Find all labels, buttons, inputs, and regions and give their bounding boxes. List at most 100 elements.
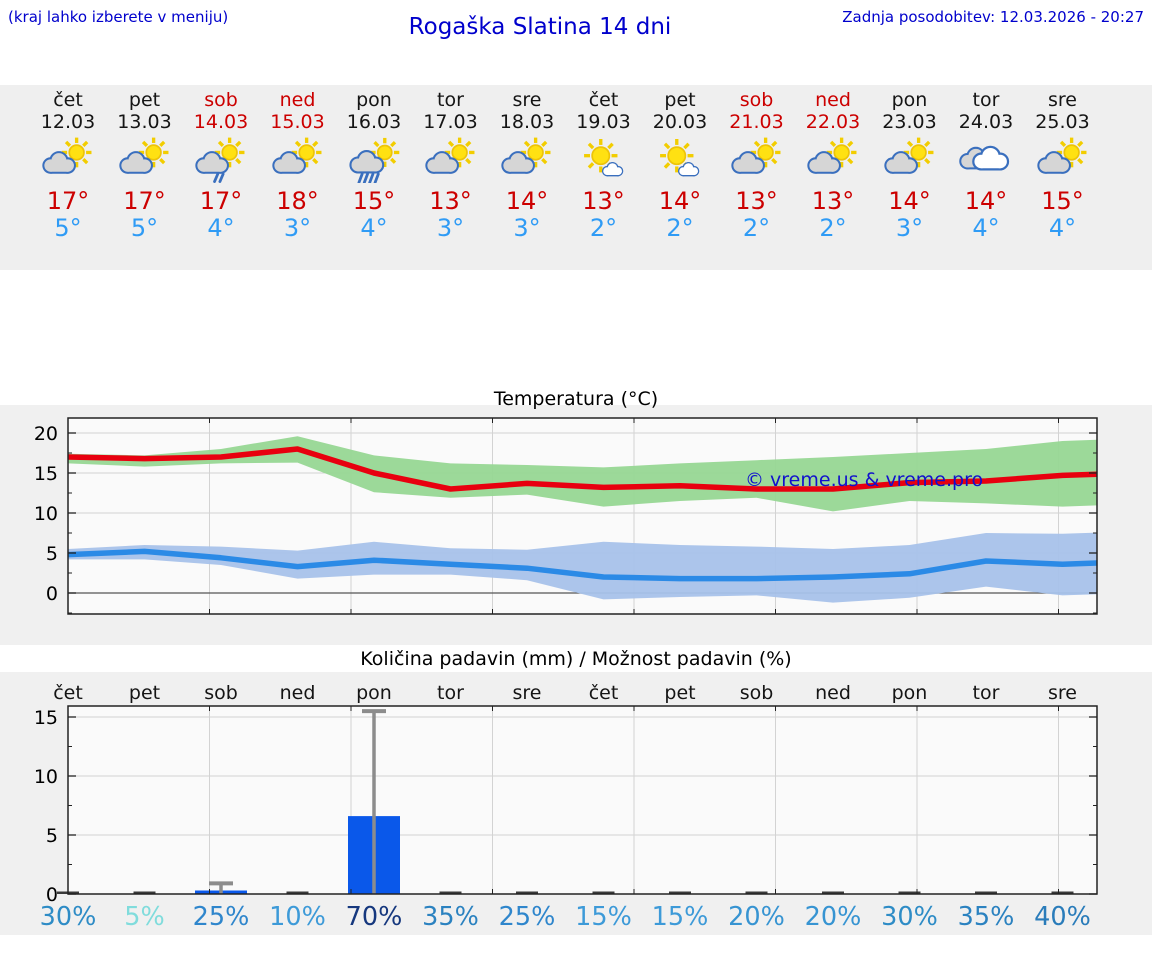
mostly-sunny-icon: [566, 137, 642, 187]
forecast-day: ned 15.03 18° 3°: [260, 89, 336, 242]
day-name: tor: [437, 89, 464, 111]
day-high-temp: 17°: [46, 187, 90, 215]
y-axis-label: 0: [46, 884, 58, 906]
mostly-sunny-icon: [642, 137, 718, 187]
min-temp-line: [67, 548, 1098, 582]
precip-day-label: sob: [740, 682, 774, 704]
y-axis-label: 5: [46, 825, 58, 847]
page-title: Rogaška Slatina 14 dni: [408, 14, 672, 40]
day-high-temp: 13°: [582, 187, 625, 215]
day-low-temp: 4°: [360, 214, 388, 242]
day-name: pon: [356, 89, 392, 111]
day-low-temp: 3°: [436, 214, 465, 242]
forecast-day: sob 14.03 17° 4°: [183, 89, 259, 242]
precip-probability-label: 20%: [728, 902, 785, 932]
day-name: sre: [1048, 89, 1077, 111]
day-high-temp: 17°: [199, 187, 243, 215]
day-name: pon: [891, 89, 928, 111]
max-temp-line: [67, 446, 1098, 492]
day-low-temp: 2°: [819, 214, 847, 242]
day-name: sre: [512, 89, 542, 111]
day-date: 17.03: [423, 111, 478, 133]
day-date: 13.03: [117, 111, 172, 133]
day-high-temp: 14°: [888, 187, 931, 215]
precip-day-label: ned: [280, 682, 316, 704]
forecast-day: pon 16.03 15° 4°: [336, 89, 412, 242]
day-date: 22.03: [805, 111, 861, 133]
y-axis-label: 0: [46, 583, 58, 605]
day-low-temp: 3°: [895, 214, 924, 242]
day-low-temp: 4°: [1048, 214, 1077, 242]
day-date: 19.03: [576, 111, 631, 133]
precip-probability-label: 30%: [40, 902, 97, 932]
day-low-temp: 5°: [130, 214, 159, 242]
day-low-temp: 3°: [513, 214, 541, 242]
partly-cloudy-icon: [260, 137, 336, 187]
rain-showers-icon: [336, 137, 412, 187]
day-high-temp: 13°: [735, 187, 778, 215]
day-high-temp: 14°: [658, 187, 702, 215]
last-update-timestamp: Zadnja posodobitev: 12.03.2026 - 20:27: [842, 8, 1144, 26]
precip-zero-bar: [439, 891, 462, 894]
partly-cloudy-icon: [872, 137, 948, 187]
precip-probability-label: 40%: [1034, 902, 1091, 932]
forecast-day: sob 21.03 13° 2°: [719, 89, 795, 242]
day-low-temp: 2°: [666, 214, 694, 242]
day-name: sob: [739, 89, 774, 111]
precip-probability-label: 25%: [499, 902, 556, 932]
precip-zero-bar: [592, 891, 615, 894]
precip-day-label: čet: [53, 682, 83, 704]
watermark: © vreme.us & vreme.pro: [745, 469, 983, 491]
precip-probability-label: 30%: [881, 902, 938, 932]
precip-probability-label: 35%: [958, 902, 1015, 932]
precip-day-label: ned: [815, 682, 851, 704]
precip-zero-bar: [898, 891, 921, 894]
forecast-day: čet 19.03 13° 2°: [566, 89, 642, 242]
forecast-day: pet 13.03 17° 5°: [107, 89, 183, 242]
day-date: 18.03: [499, 111, 555, 133]
partly-cloudy-icon: [1025, 137, 1101, 187]
precip-day-label: sre: [513, 682, 542, 704]
day-date: 20.03: [652, 111, 708, 133]
temperature-chart: © vreme.us & vreme.pro 0 5 10 15 20: [34, 417, 1098, 615]
y-axis-label: 10: [34, 766, 58, 788]
partly-cloudy-light-rain-icon: [183, 137, 259, 187]
temperature-chart-title: Temperatura (°C): [493, 388, 659, 410]
day-high-temp: 13°: [811, 187, 855, 215]
partly-cloudy-icon: [107, 137, 183, 187]
day-low-temp: 2°: [742, 214, 771, 242]
day-low-temp: 5°: [54, 214, 82, 242]
day-date: 15.03: [270, 111, 325, 133]
forecast-strip: čet 12.03 17° 5° pet 13.03 17° 5° sob 14.03 17°…: [0, 85, 1152, 270]
day-low-temp: 4°: [972, 214, 1000, 242]
precip-zero-bar: [975, 891, 997, 894]
precip-probability-label: 5%: [124, 902, 164, 932]
precipitation-chart: čet pet sob ned pon tor sre čet pet sob ned pon tor s…: [34, 682, 1098, 932]
day-high-temp: 17°: [123, 187, 166, 215]
precip-probability-label: 70%: [346, 902, 403, 932]
day-name: čet: [53, 89, 83, 111]
day-name: tor: [972, 89, 1000, 111]
day-name: čet: [588, 89, 619, 111]
y-axis-label: 5: [46, 543, 58, 565]
forecast-day: pet 20.03 14° 2°: [642, 89, 718, 242]
day-date: 24.03: [958, 111, 1014, 133]
y-axis-label: 15: [34, 463, 58, 485]
y-axis-label: 15: [34, 707, 58, 729]
plot-area: [68, 706, 1097, 894]
partly-cloudy-icon: [489, 137, 565, 187]
precip-day-label: pet: [664, 682, 695, 704]
day-date: 12.03: [40, 111, 96, 133]
partly-cloudy-icon: [413, 137, 489, 187]
partly-cloudy-icon: [719, 137, 795, 187]
day-high-temp: 15°: [1041, 187, 1084, 215]
precip-probability-label: 15%: [575, 902, 632, 932]
y-axis-label: 20: [34, 423, 58, 445]
precip-day-label: sob: [204, 682, 238, 704]
precip-zero-bar: [516, 891, 538, 894]
min-temp-uncertainty-band: [68, 532, 1097, 603]
day-date: 23.03: [882, 111, 937, 133]
partly-cloudy-icon: [30, 137, 106, 187]
day-name: ned: [815, 89, 851, 111]
